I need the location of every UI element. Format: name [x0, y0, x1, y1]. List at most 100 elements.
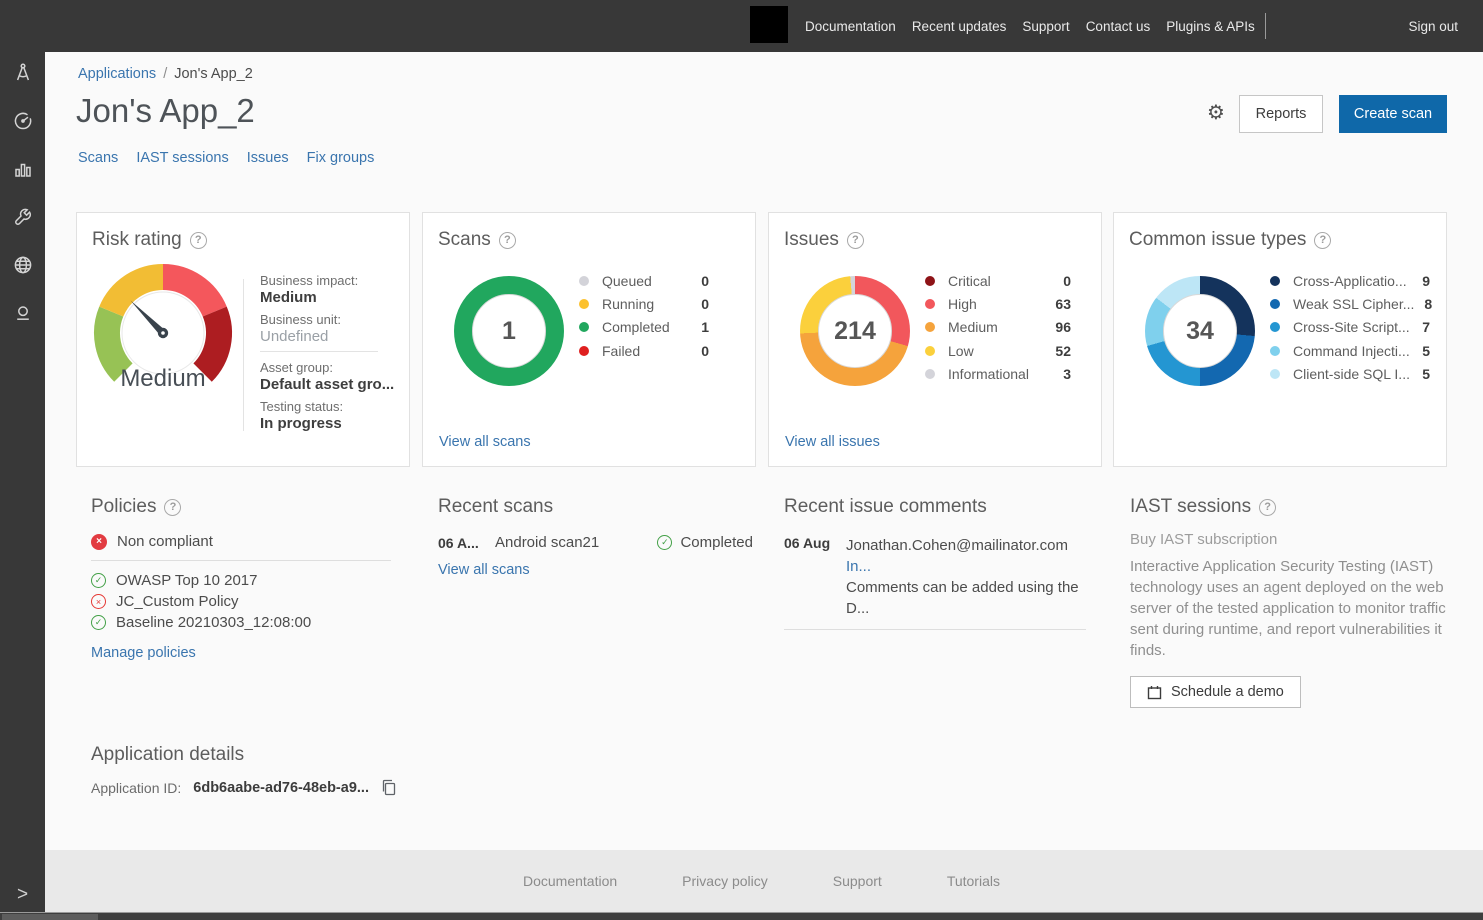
vertical-divider — [243, 279, 244, 431]
business-unit-value: Undefined — [260, 328, 386, 345]
comment-issue-link[interactable]: In... — [846, 558, 871, 575]
logo-placeholder — [750, 6, 788, 43]
app-details-title: Application details — [91, 744, 511, 766]
sidebar-item-network[interactable] — [0, 245, 45, 289]
app-tabs: Scans IAST sessions Issues Fix groups — [78, 150, 374, 166]
policies-section: Policies ? × Non compliant ✓ OWASP Top 1… — [91, 496, 391, 662]
sign-out-link[interactable]: Sign out — [1408, 19, 1458, 34]
legend-color-dot — [1270, 322, 1280, 332]
horizontal-scrollbar — [0, 912, 1483, 920]
main-content: Applications/Jon's App_2 Jon's App_2 ⚙ R… — [45, 52, 1483, 920]
top-header-bar: Documentation Recent updates Support Contac… — [0, 0, 1483, 52]
business-impact-value: Medium — [260, 289, 386, 306]
sidebar-expand-chevron[interactable]: > — [0, 884, 45, 906]
sidebar-item-applications[interactable] — [0, 53, 45, 97]
legend-value: 5 — [1422, 366, 1430, 382]
legend-label: High — [948, 296, 1045, 312]
policy-item: × JC_Custom Policy — [91, 591, 391, 612]
tab-link[interactable]: Fix groups — [307, 150, 375, 166]
help-icon[interactable]: ? — [499, 232, 516, 249]
view-all-scans-link[interactable]: View all scans — [439, 434, 531, 450]
legend-value: 96 — [1055, 319, 1071, 335]
tab-link[interactable]: Issues — [247, 150, 289, 166]
settings-gear-icon[interactable]: ⚙ — [1207, 100, 1225, 125]
copy-icon[interactable] — [381, 779, 397, 796]
non-compliant-icon: × — [91, 534, 107, 550]
recent-comments-title-text: Recent issue comments — [784, 496, 987, 518]
horizontal-divider — [260, 351, 378, 352]
footer-link[interactable]: Documentation — [523, 873, 617, 889]
footer-link[interactable]: Support — [833, 873, 882, 889]
scans-donut-chart: 1 — [454, 276, 564, 386]
app-details-title-text: Application details — [91, 744, 244, 766]
help-icon[interactable]: ? — [190, 232, 207, 249]
horizontal-scrollbar-thumb[interactable] — [2, 914, 98, 920]
help-icon[interactable]: ? — [847, 232, 864, 249]
legend-label: Failed — [602, 343, 691, 359]
issues-donut-chart: 214 — [800, 276, 910, 386]
scan-status-text: Completed — [680, 534, 753, 551]
policy-item: ✓ Baseline 20210303_12:08:00 — [91, 612, 391, 633]
legend-color-dot — [925, 299, 935, 309]
help-icon[interactable]: ? — [164, 499, 181, 516]
legend-color-dot — [925, 369, 935, 379]
nav-item[interactable]: Plugins & APIs — [1166, 19, 1255, 34]
create-scan-button[interactable]: Create scan — [1339, 95, 1447, 133]
risk-gauge-label: Medium — [83, 365, 243, 393]
common-donut-chart: 34 — [1145, 276, 1255, 386]
legend-color-dot — [925, 322, 935, 332]
comment-author: Jonathan.Cohen@mailinator.com — [846, 537, 1068, 554]
scans-total: 1 — [502, 317, 516, 346]
nav-item[interactable]: Recent updates — [912, 19, 1007, 34]
common-legend: Cross-Applicatio... 9 Weak SSL Cipher...… — [1270, 269, 1430, 386]
nav-separator — [1265, 13, 1266, 39]
completed-check-icon: ✓ — [657, 535, 672, 550]
footer-link[interactable]: Privacy policy — [682, 873, 768, 889]
legend-value: 5 — [1422, 343, 1430, 359]
top-nav: Documentation Recent updates Support Contac… — [805, 0, 1255, 52]
nav-item[interactable]: Documentation — [805, 19, 896, 34]
legend-label: Cross-Applicatio... — [1293, 273, 1412, 289]
sidebar-item-account[interactable] — [0, 293, 45, 337]
legend-label: Informational — [948, 366, 1053, 382]
reports-button[interactable]: Reports — [1239, 95, 1323, 133]
sidebar-item-reports[interactable] — [0, 149, 45, 193]
footer-link[interactable]: Tutorials — [947, 873, 1000, 889]
legend-color-dot — [925, 346, 935, 356]
asset-group-label: Asset group: — [260, 360, 386, 375]
comment-body: Jonathan.Cohen@mailinator.com In... Comm… — [846, 535, 1086, 619]
legend-label: Low — [948, 343, 1045, 359]
help-icon[interactable]: ? — [1259, 499, 1276, 516]
risk-fields: Business impact: Medium Business unit: U… — [260, 273, 386, 438]
view-all-issues-link[interactable]: View all issues — [785, 434, 880, 450]
manage-policies-link[interactable]: Manage policies — [91, 645, 196, 661]
legend-item: Completed 1 — [579, 316, 709, 339]
gauge-icon — [12, 110, 34, 137]
application-id-label: Application ID: — [91, 780, 181, 796]
legend-color-dot — [1270, 369, 1280, 379]
page-footer: Documentation Privacy policy Support Tutori… — [45, 850, 1483, 912]
legend-color-dot — [579, 346, 589, 356]
legend-item: Low 52 — [925, 339, 1071, 362]
breadcrumb-applications-link[interactable]: Applications — [78, 66, 156, 82]
common-total: 34 — [1186, 317, 1214, 346]
help-icon[interactable]: ? — [1314, 232, 1331, 249]
divider — [784, 629, 1086, 630]
policy-name: Baseline 20210303_12:08:00 — [116, 614, 311, 631]
legend-value: 0 — [701, 343, 709, 359]
left-sidebar: > — [0, 52, 45, 920]
schedule-demo-button[interactable]: Schedule a demo — [1130, 676, 1301, 708]
wrench-icon — [12, 206, 34, 233]
nav-item[interactable]: Support — [1022, 19, 1069, 34]
common-issue-types-card: Common issue types ? 34 Cross-Applicatio… — [1113, 212, 1447, 467]
page-title: Jon's App_2 — [76, 92, 255, 130]
sidebar-item-scans[interactable] — [0, 101, 45, 145]
legend-value: 0 — [701, 296, 709, 312]
iast-description: Interactive Application Security Testing… — [1130, 556, 1452, 661]
sidebar-item-tools[interactable] — [0, 197, 45, 241]
legend-item: Critical 0 — [925, 269, 1071, 292]
tab-link[interactable]: Scans — [78, 150, 118, 166]
nav-item[interactable]: Contact us — [1086, 19, 1151, 34]
tab-link[interactable]: IAST sessions — [136, 150, 228, 166]
view-all-scans-link-2[interactable]: View all scans — [438, 562, 530, 578]
